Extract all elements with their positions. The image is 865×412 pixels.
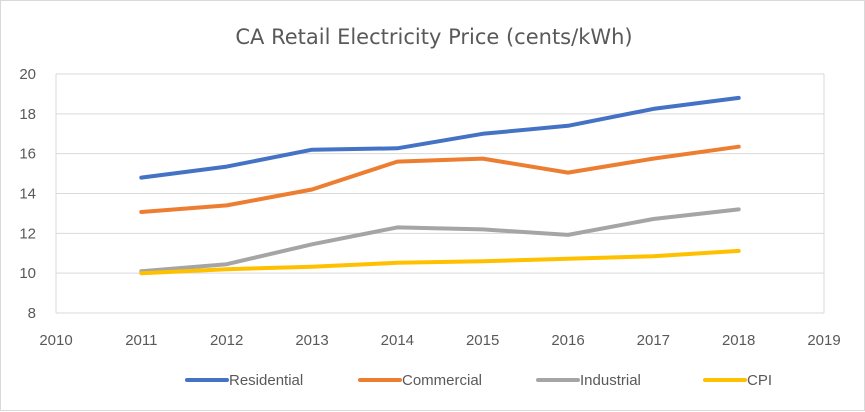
x-tick-label: 2018 <box>722 332 755 349</box>
series-line-residential <box>139 95 741 180</box>
legend-label-commercial: Commercial <box>402 372 482 389</box>
series-line-commercial <box>139 144 741 214</box>
y-tick-label: 18 <box>19 106 36 123</box>
x-tick-label: 2017 <box>637 332 670 349</box>
y-tick-label: 10 <box>19 265 36 282</box>
axes: 8 10 12 14 16 18 20 2010 2011 2012 2013 2014 2015 201… <box>19 66 840 349</box>
x-tick-label: 2013 <box>295 332 328 349</box>
series-line-cpi <box>139 248 741 276</box>
x-tick-label: 2010 <box>39 332 72 349</box>
y-tick-label: 20 <box>19 66 36 83</box>
legend-label-cpi: CPI <box>747 372 772 389</box>
x-tick-label: 2012 <box>210 332 243 349</box>
y-tick-label: 16 <box>19 146 36 163</box>
x-tick-label: 2015 <box>466 332 499 349</box>
y-tick-label: 12 <box>19 225 36 242</box>
y-tick-label: 14 <box>19 186 36 203</box>
series-line-industrial <box>139 207 741 274</box>
legend: Residential Commercial Industrial CPI <box>185 372 772 389</box>
x-tick-label: 2014 <box>381 332 414 349</box>
x-tick-label: 2016 <box>551 332 584 349</box>
legend-label-industrial: Industrial <box>580 372 641 389</box>
gridlines <box>56 73 825 314</box>
legend-label-residential: Residential <box>229 372 303 389</box>
series-lines <box>139 95 741 276</box>
x-tick-label: 2019 <box>807 332 840 349</box>
y-tick-label: 8 <box>28 305 36 322</box>
x-tick-label: 2011 <box>125 332 157 349</box>
chart-title: CA Retail Electricity Price (cents/kWh) <box>235 25 632 49</box>
